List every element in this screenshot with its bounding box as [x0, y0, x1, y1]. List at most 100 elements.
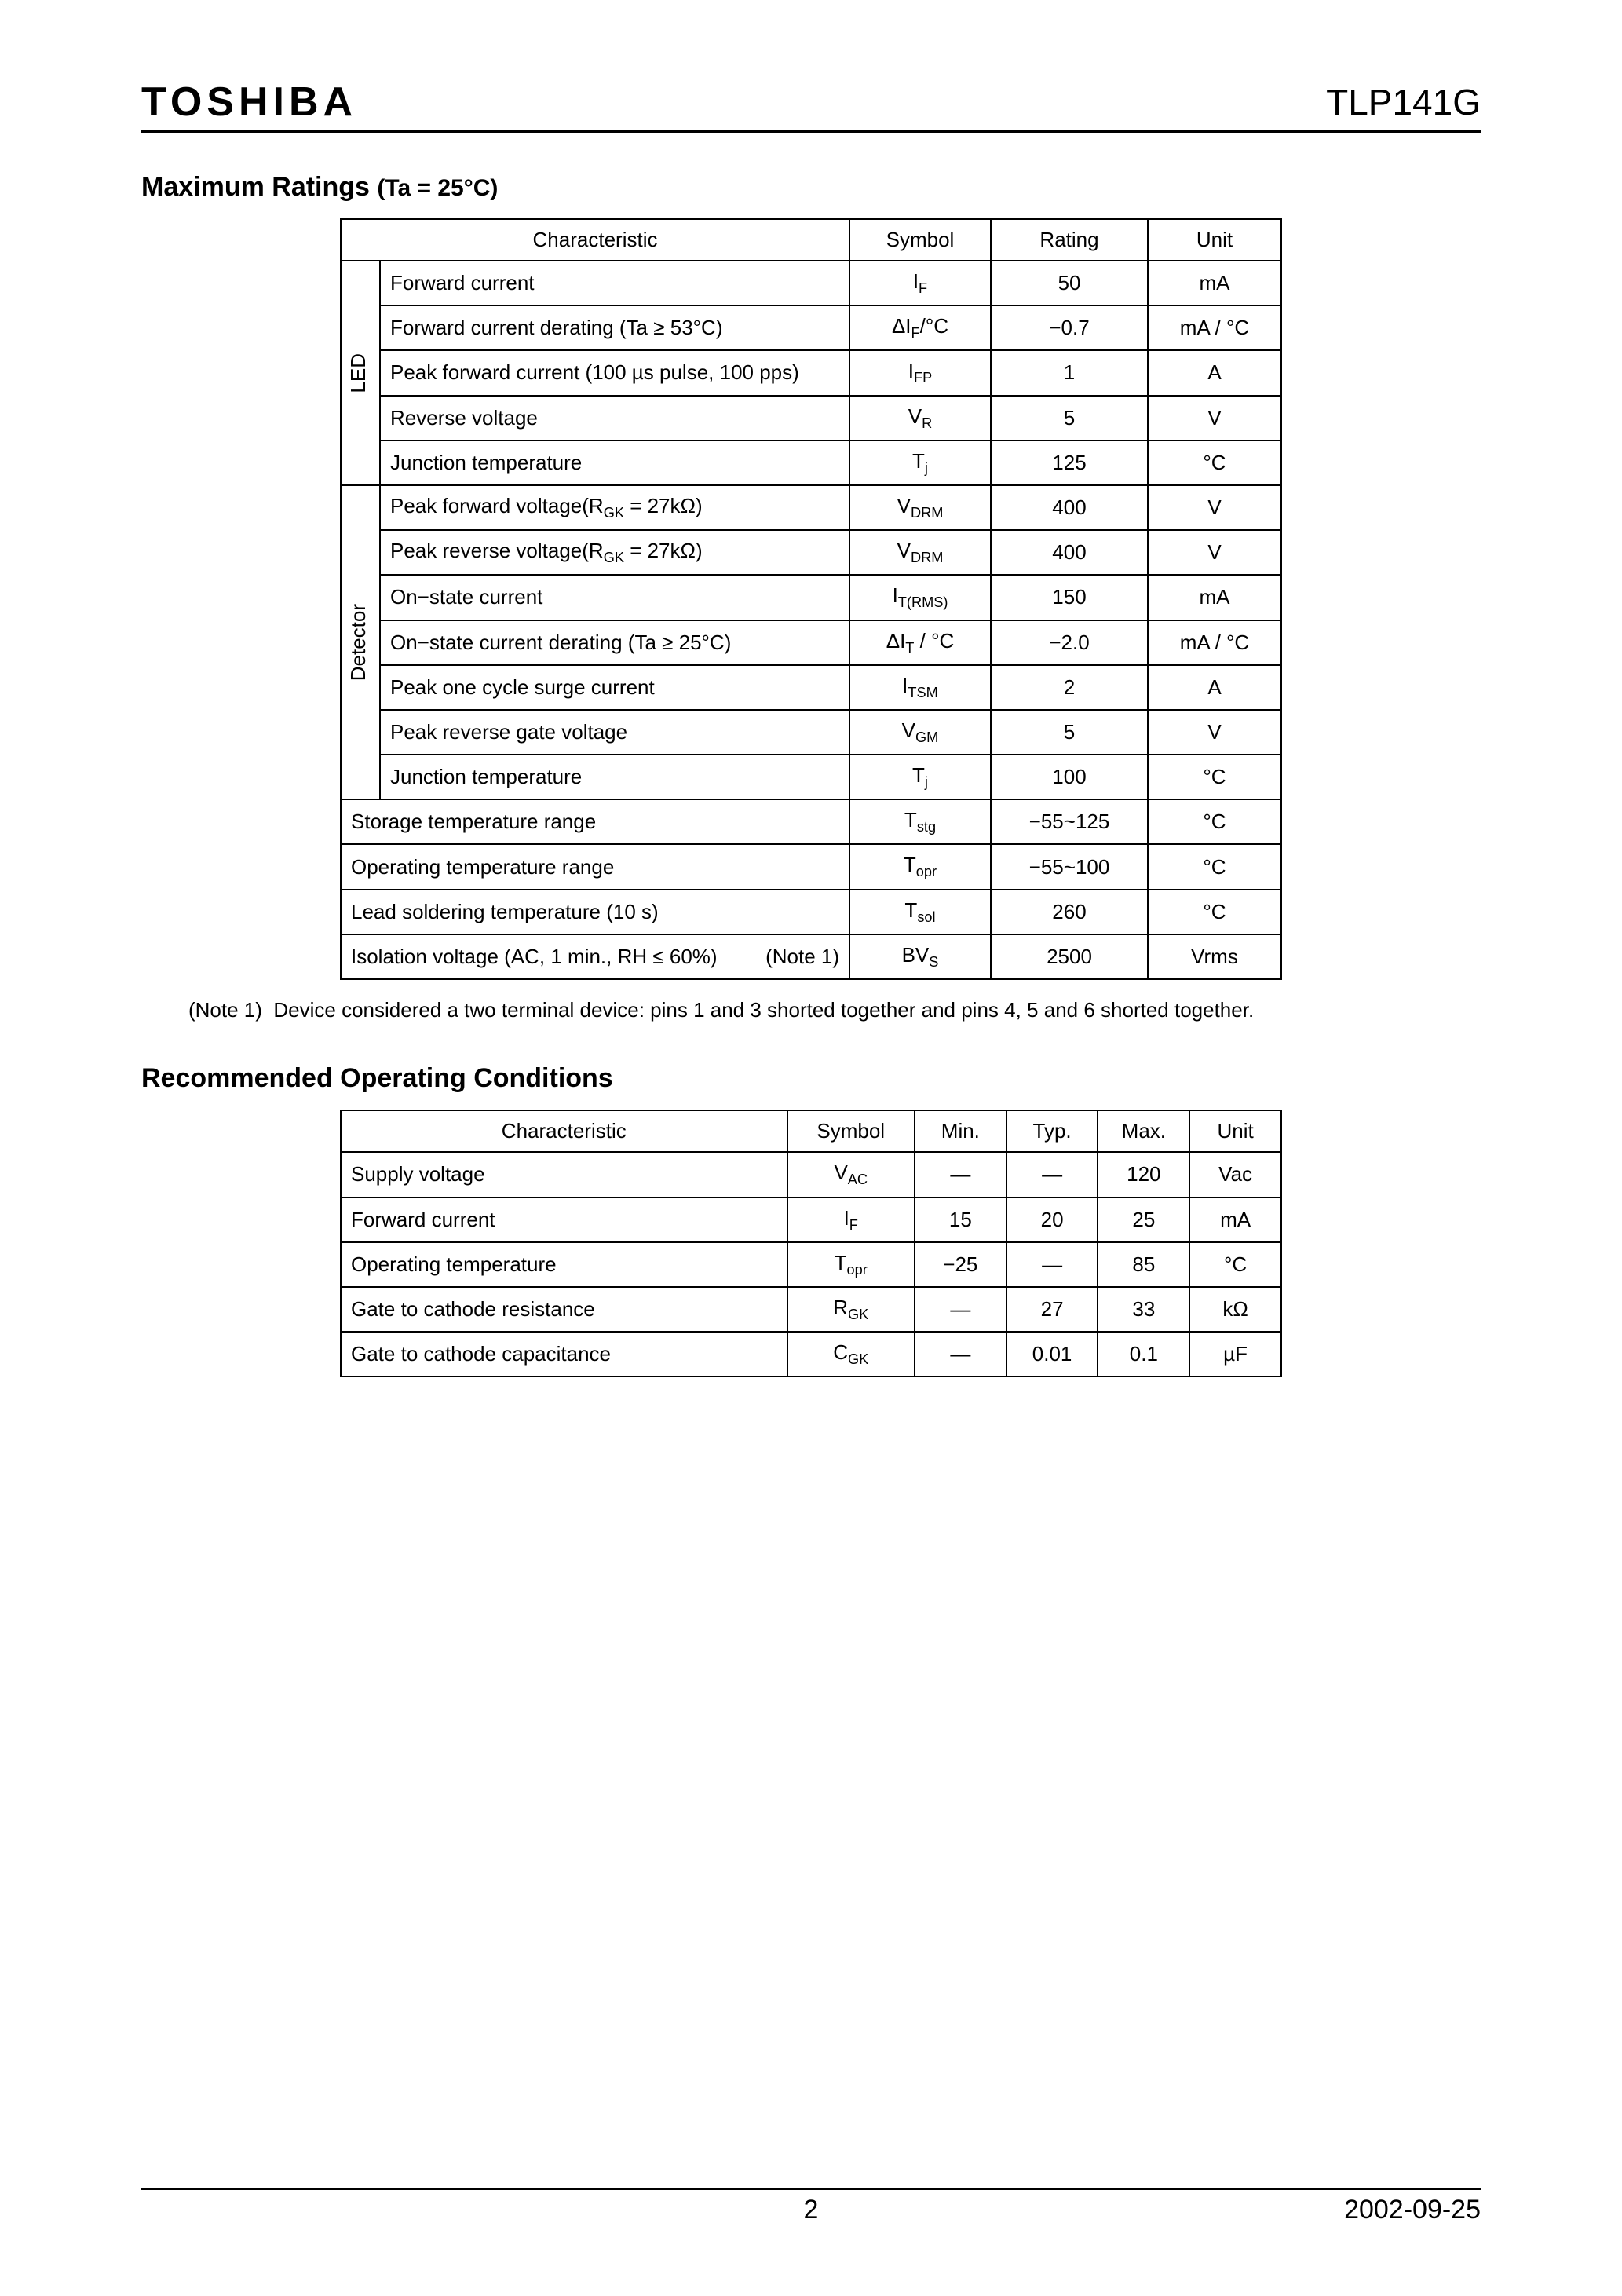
cell-max: 25 — [1098, 1197, 1189, 1242]
part-number: TLP141G — [1326, 81, 1481, 123]
table-row: Peak reverse voltage(RGK = 27kΩ)VDRM400V — [341, 530, 1281, 575]
cell-characteristic: Lead soldering temperature (10 s) — [341, 890, 849, 934]
cell-characteristic: Isolation voltage (AC, 1 min., RH ≤ 60%)… — [341, 934, 849, 979]
cell-unit: V — [1148, 396, 1281, 441]
cell-characteristic: Reverse voltage — [380, 396, 849, 441]
table-header-row: CharacteristicSymbolRatingUnit — [341, 219, 1281, 261]
cell-unit: V — [1148, 710, 1281, 755]
cell-rating: 5 — [991, 710, 1148, 755]
cell-unit: mA / °C — [1148, 305, 1281, 350]
cell-max: 120 — [1098, 1152, 1189, 1197]
cell-typ: 0.01 — [1006, 1332, 1098, 1377]
cell-unit: µF — [1189, 1332, 1281, 1377]
cell-rating: −2.0 — [991, 620, 1148, 665]
th-characteristic: Characteristic — [341, 219, 849, 261]
cell-rating: 125 — [991, 441, 1148, 485]
cell-unit: °C — [1148, 844, 1281, 889]
cell-rating: −0.7 — [991, 305, 1148, 350]
cell-min: −25 — [915, 1242, 1006, 1287]
cell-max: 33 — [1098, 1287, 1189, 1332]
cell-max: 0.1 — [1098, 1332, 1189, 1377]
section2-title: Recommended Operating Conditions — [141, 1063, 1481, 1094]
max-ratings-table: CharacteristicSymbolRatingUnitLEDForward… — [340, 218, 1282, 980]
cell-unit: V — [1148, 485, 1281, 530]
cell-symbol: RGK — [787, 1287, 915, 1332]
cell-symbol: IFP — [849, 350, 991, 395]
cell-rating: 100 — [991, 755, 1148, 799]
table-row: Peak one cycle surge currentITSM2A — [341, 665, 1281, 710]
cell-characteristic: Forward current derating (Ta ≥ 53°C) — [380, 305, 849, 350]
recommended-conditions-table: CharacteristicSymbolMin.Typ.Max.UnitSupp… — [340, 1110, 1282, 1377]
note-1-label: (Note 1) — [188, 998, 262, 1022]
cell-symbol: BVS — [849, 934, 991, 979]
cell-symbol: VDRM — [849, 485, 991, 530]
cell-unit: Vrms — [1148, 934, 1281, 979]
cell-unit: Vac — [1189, 1152, 1281, 1197]
cell-symbol: IT(RMS) — [849, 575, 991, 620]
cell-symbol: VAC — [787, 1152, 915, 1197]
note-1-text: Device considered a two terminal device:… — [273, 998, 1254, 1022]
table-row: DetectorPeak forward voltage(RGK = 27kΩ)… — [341, 485, 1281, 530]
th-max: Max. — [1098, 1110, 1189, 1152]
note-1: (Note 1) Device considered a two termina… — [188, 996, 1434, 1024]
table-row: Gate to cathode resistanceRGK―2733kΩ — [341, 1287, 1281, 1332]
cell-max: 85 — [1098, 1242, 1189, 1287]
section1-title-text: Maximum Ratings — [141, 172, 377, 202]
header-bar: TOSHIBA TLP141G — [141, 79, 1481, 133]
cell-symbol: IF — [787, 1197, 915, 1242]
th-unit: Unit — [1148, 219, 1281, 261]
cell-characteristic: Junction temperature — [380, 441, 849, 485]
cell-rating: 1 — [991, 350, 1148, 395]
cell-rating: 400 — [991, 530, 1148, 575]
cell-rating: 2500 — [991, 934, 1148, 979]
th-rating: Rating — [991, 219, 1148, 261]
cell-unit: A — [1148, 350, 1281, 395]
group-label: LED — [341, 261, 380, 485]
footer: 2 2002-09-25 — [141, 2188, 1481, 2225]
cell-symbol: Tsol — [849, 890, 991, 934]
section1-title: Maximum Ratings (Ta = 25°C) — [141, 172, 1481, 203]
cell-characteristic: Junction temperature — [380, 755, 849, 799]
cell-typ: 20 — [1006, 1197, 1098, 1242]
cell-characteristic: Peak reverse voltage(RGK = 27kΩ) — [380, 530, 849, 575]
cell-rating: 5 — [991, 396, 1148, 441]
table-row: Gate to cathode capacitanceCGK―0.010.1µF — [341, 1332, 1281, 1377]
cell-rating: −55~125 — [991, 799, 1148, 844]
cell-min: ― — [915, 1332, 1006, 1377]
cell-unit: °C — [1189, 1242, 1281, 1287]
cell-characteristic: On−state current — [380, 575, 849, 620]
cell-characteristic: Operating temperature — [341, 1242, 787, 1287]
cell-unit: V — [1148, 530, 1281, 575]
table-row: LEDForward currentIF50mA — [341, 261, 1281, 305]
cell-unit: mA — [1148, 575, 1281, 620]
cell-characteristic: On−state current derating (Ta ≥ 25°C) — [380, 620, 849, 665]
cell-characteristic: Storage temperature range — [341, 799, 849, 844]
table-row: Peak reverse gate voltageVGM5V — [341, 710, 1281, 755]
cell-symbol: VDRM — [849, 530, 991, 575]
table-row: Forward current derating (Ta ≥ 53°C)ΔIF/… — [341, 305, 1281, 350]
cell-characteristic: Gate to cathode resistance — [341, 1287, 787, 1332]
cell-characteristic: Operating temperature range — [341, 844, 849, 889]
cell-unit: °C — [1148, 799, 1281, 844]
page-root: TOSHIBA TLP141G Maximum Ratings (Ta = 25… — [0, 0, 1622, 2296]
group-label: Detector — [341, 485, 380, 799]
table-row: Junction temperatureTj100°C — [341, 755, 1281, 799]
th-unit: Unit — [1189, 1110, 1281, 1152]
th-min: Min. — [915, 1110, 1006, 1152]
cell-symbol: Tj — [849, 755, 991, 799]
table-row: Reverse voltageVR5V — [341, 396, 1281, 441]
cell-unit: mA — [1189, 1197, 1281, 1242]
cell-rating: −55~100 — [991, 844, 1148, 889]
table-row: Forward currentIF152025mA — [341, 1197, 1281, 1242]
th-characteristic: Characteristic — [341, 1110, 787, 1152]
table-row: Operating temperature rangeTopr−55~100°C — [341, 844, 1281, 889]
table-row: On−state currentIT(RMS)150mA — [341, 575, 1281, 620]
cell-unit: °C — [1148, 441, 1281, 485]
th-symbol: Symbol — [849, 219, 991, 261]
th-symbol: Symbol — [787, 1110, 915, 1152]
cell-characteristic: Peak forward voltage(RGK = 27kΩ) — [380, 485, 849, 530]
cell-symbol: Tstg — [849, 799, 991, 844]
cell-symbol: Topr — [849, 844, 991, 889]
table-row: Lead soldering temperature (10 s)Tsol260… — [341, 890, 1281, 934]
cell-symbol: ITSM — [849, 665, 991, 710]
